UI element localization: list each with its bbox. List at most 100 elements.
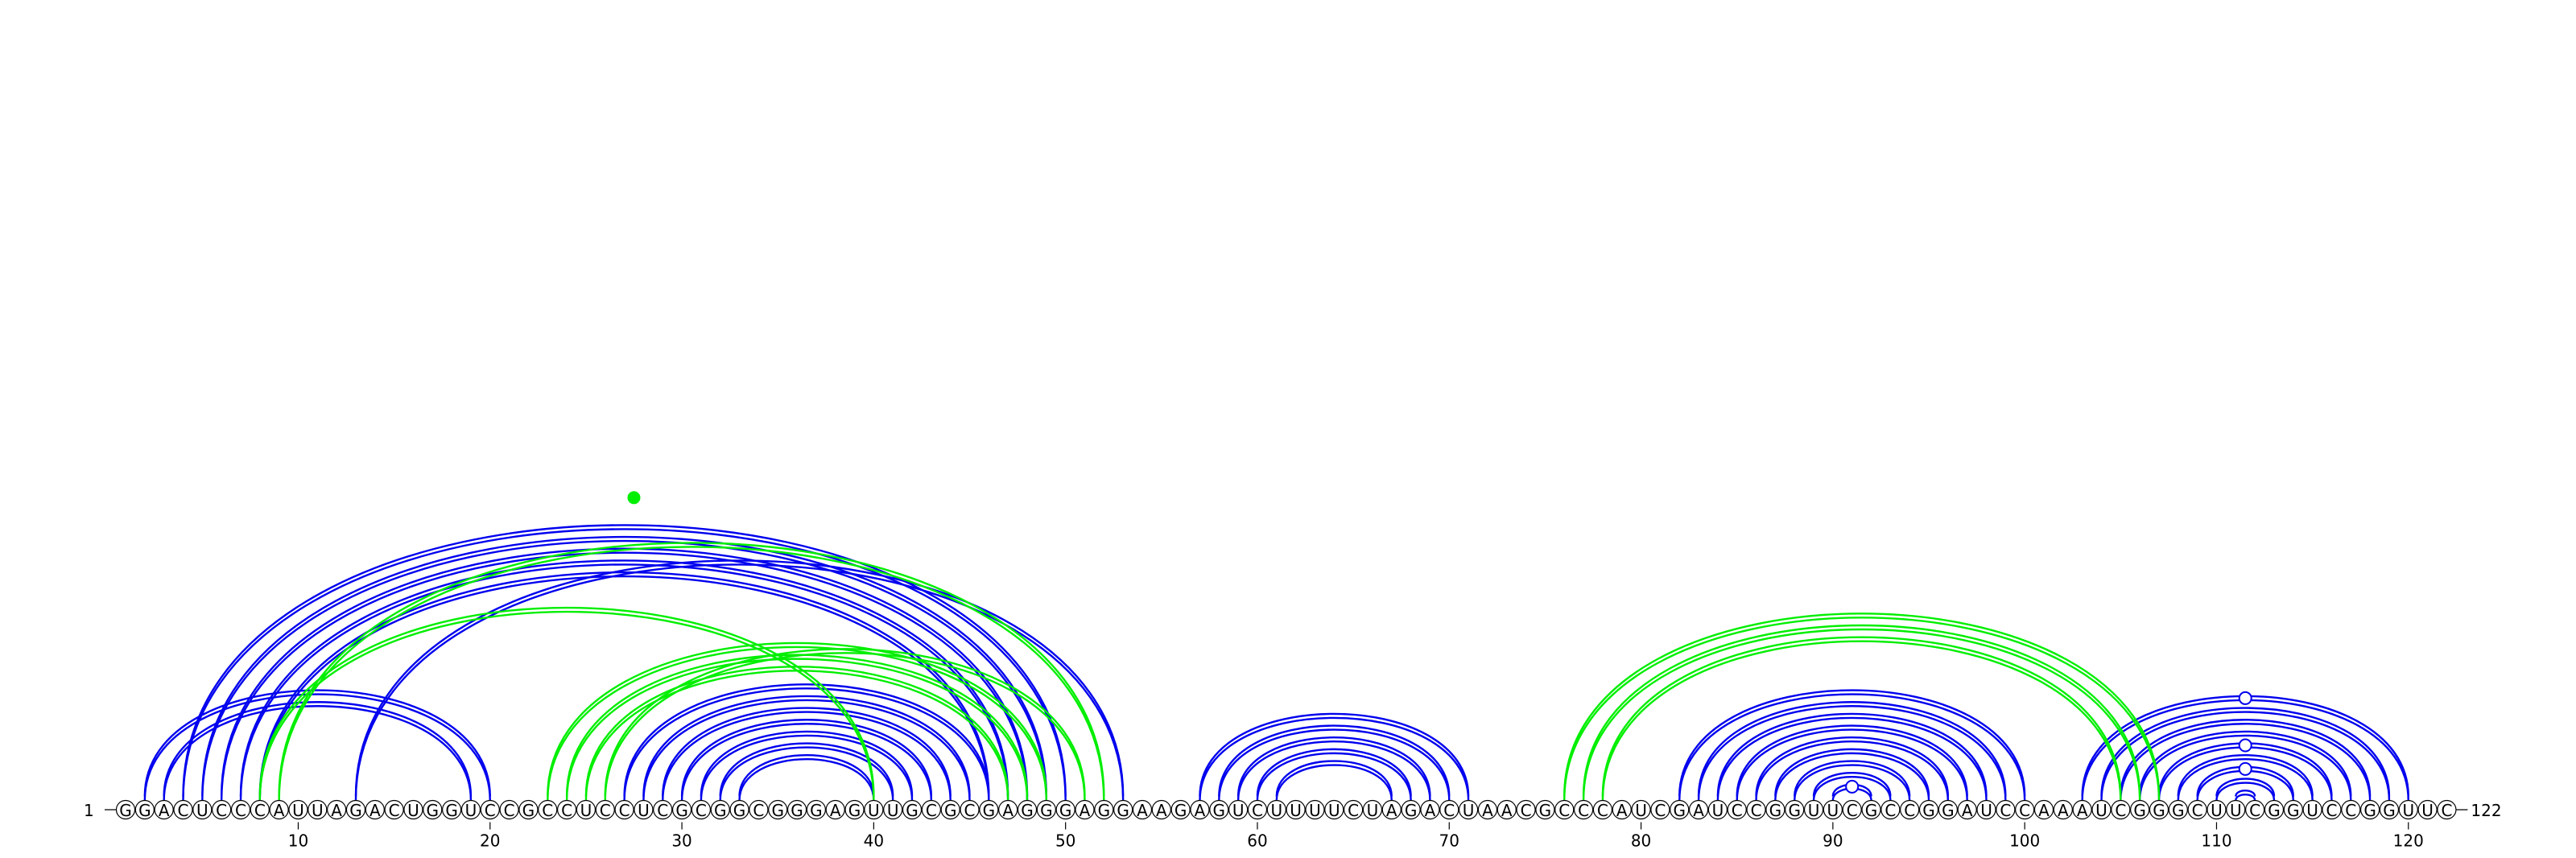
nucleotide-letter: G bbox=[848, 801, 861, 820]
nucleotide-27: C bbox=[614, 799, 634, 820]
nucleotide-letter: U bbox=[1367, 801, 1379, 820]
nucleotide-letter: A bbox=[1080, 801, 1091, 820]
blue-arc-27-46 bbox=[623, 687, 990, 801]
nucleotide-letter: G bbox=[1040, 801, 1053, 820]
nucleotide-circle bbox=[691, 799, 712, 820]
nucleotide-circle bbox=[1631, 799, 1651, 820]
nucleotide-circle bbox=[1612, 799, 1632, 820]
green-arc-8-40 bbox=[258, 610, 875, 801]
blue-arc-outline-32-41 bbox=[719, 742, 894, 797]
nucleotide-59: U bbox=[1228, 799, 1249, 820]
nucleotide-letter: U bbox=[1712, 801, 1724, 820]
nucleotide-119: G bbox=[2379, 799, 2400, 820]
blue-arc-30-43 bbox=[680, 723, 933, 801]
nucleotide-letter: C bbox=[619, 801, 630, 820]
nucleotide-letter: C bbox=[1904, 801, 1915, 820]
nucleotide-letter: U bbox=[1290, 801, 1302, 820]
tick-label-110: 110 bbox=[2201, 831, 2231, 851]
nucleotide-circle bbox=[806, 799, 826, 820]
nucleotide-letter: G bbox=[2172, 801, 2185, 820]
nucleotide-circle bbox=[2398, 799, 2418, 820]
nucleotide-circle bbox=[230, 799, 251, 820]
nucleotide-circle bbox=[1573, 799, 1594, 820]
open-marker-111-3 bbox=[2238, 738, 2252, 753]
blue-arc-outline-28-45 bbox=[642, 695, 971, 797]
nucleotide-circle bbox=[1976, 799, 1996, 820]
blue-arc-4-50 bbox=[182, 528, 1067, 801]
nucleotide-112: C bbox=[2245, 799, 2265, 820]
nucleotide-letter: G bbox=[810, 801, 823, 820]
nucleotide-letter: C bbox=[2345, 801, 2356, 820]
nucleotide-letter: G bbox=[1117, 801, 1129, 820]
sequence-start-label: 1 bbox=[84, 801, 94, 820]
green-arc-outline-77-106 bbox=[1582, 624, 2141, 797]
nucleotide-circle bbox=[1209, 799, 1229, 820]
green-arc-outline-9-52 bbox=[278, 542, 1105, 797]
nucleotide-letter: G bbox=[1769, 801, 1782, 820]
nucleotide-circle bbox=[2283, 799, 2303, 820]
green-arc-78-105 bbox=[1601, 640, 2122, 801]
nucleotide-circle bbox=[442, 799, 462, 820]
nucleotide-letter: G bbox=[2153, 801, 2165, 820]
nucleotide-73: A bbox=[1496, 799, 1517, 820]
blue-arc-outline-29-44 bbox=[662, 707, 952, 797]
nucleotide-102: A bbox=[2053, 799, 2073, 820]
nucleotide-circle bbox=[1401, 799, 1421, 820]
nucleotide-letter: A bbox=[331, 801, 342, 820]
nucleotide-4: C bbox=[173, 799, 193, 820]
green-arc-9-52 bbox=[278, 546, 1105, 801]
nucleotide-circle bbox=[2379, 799, 2400, 820]
nucleotide-letter: A bbox=[159, 801, 170, 820]
blue-arc-33-40 bbox=[738, 758, 875, 801]
blue-arc-86-96 bbox=[1755, 740, 1950, 801]
green-arc-24-48 bbox=[565, 658, 1029, 801]
nucleotide-94: C bbox=[1900, 799, 1920, 820]
nucleotide-26: C bbox=[595, 799, 615, 820]
nucleotide-letter: G bbox=[1021, 801, 1034, 820]
blue-arc-outline-58-70 bbox=[1218, 724, 1451, 797]
blue-arc-outline-84-98 bbox=[1716, 712, 1988, 797]
nucleotide-letter: C bbox=[2192, 801, 2203, 820]
nucleotide-letter: A bbox=[2058, 801, 2069, 820]
nucleotide-letter: A bbox=[274, 801, 285, 820]
nucleotide-letter: A bbox=[830, 801, 841, 820]
nucleotide-12: A bbox=[327, 799, 347, 820]
nucleotide-circle bbox=[1017, 799, 1038, 820]
nucleotide-circle bbox=[1900, 799, 1920, 820]
nucleotide-68: G bbox=[1401, 799, 1421, 820]
nucleotide-circle bbox=[1286, 799, 1306, 820]
nucleotide-letter: U bbox=[2230, 801, 2242, 820]
nucleotide-letter: U bbox=[312, 801, 324, 820]
blue-arc-6-48 bbox=[220, 551, 1029, 801]
nucleotide-37: G bbox=[806, 799, 826, 820]
nucleotide-letter: U bbox=[2421, 801, 2434, 820]
green-arc-23-49 bbox=[547, 646, 1048, 801]
nucleotide-letter: C bbox=[1751, 801, 1762, 820]
blue-arc-outline-83-99 bbox=[1697, 701, 2007, 797]
nucleotide-11: U bbox=[308, 799, 328, 820]
nucleotide-circle bbox=[1880, 799, 1901, 820]
nucleotide-52: G bbox=[1094, 799, 1114, 820]
nucleotide-65: C bbox=[1344, 799, 1364, 820]
nucleotide-circle bbox=[1420, 799, 1440, 820]
nucleotide-letter: A bbox=[1962, 801, 1973, 820]
blue-arc-87-95 bbox=[1774, 752, 1930, 801]
nucleotide-81: C bbox=[1650, 799, 1670, 820]
nucleotide-letter: A bbox=[1501, 801, 1513, 820]
nucleotide-letter: G bbox=[2268, 801, 2281, 820]
nucleotide-letter: C bbox=[1597, 801, 1608, 820]
nucleotide-79: A bbox=[1612, 799, 1632, 820]
nucleotide-22: G bbox=[518, 799, 539, 820]
nucleotide-letter: G bbox=[2287, 801, 2300, 820]
nucleotide-19: U bbox=[460, 799, 481, 820]
nucleotide-circle bbox=[1592, 799, 1613, 820]
nucleotide-circle bbox=[518, 799, 539, 820]
nucleotide-circle bbox=[134, 799, 155, 820]
blue-arc-outline-5-49 bbox=[201, 535, 1048, 797]
nucleotide-circle bbox=[1075, 799, 1095, 820]
tick-label-50: 50 bbox=[1055, 831, 1075, 851]
nucleotide-circle bbox=[345, 799, 366, 820]
nucleotide-letter: G bbox=[1059, 801, 1072, 820]
nucleotide-letter: U bbox=[1309, 801, 1321, 820]
nucleotide-circle bbox=[710, 799, 730, 820]
